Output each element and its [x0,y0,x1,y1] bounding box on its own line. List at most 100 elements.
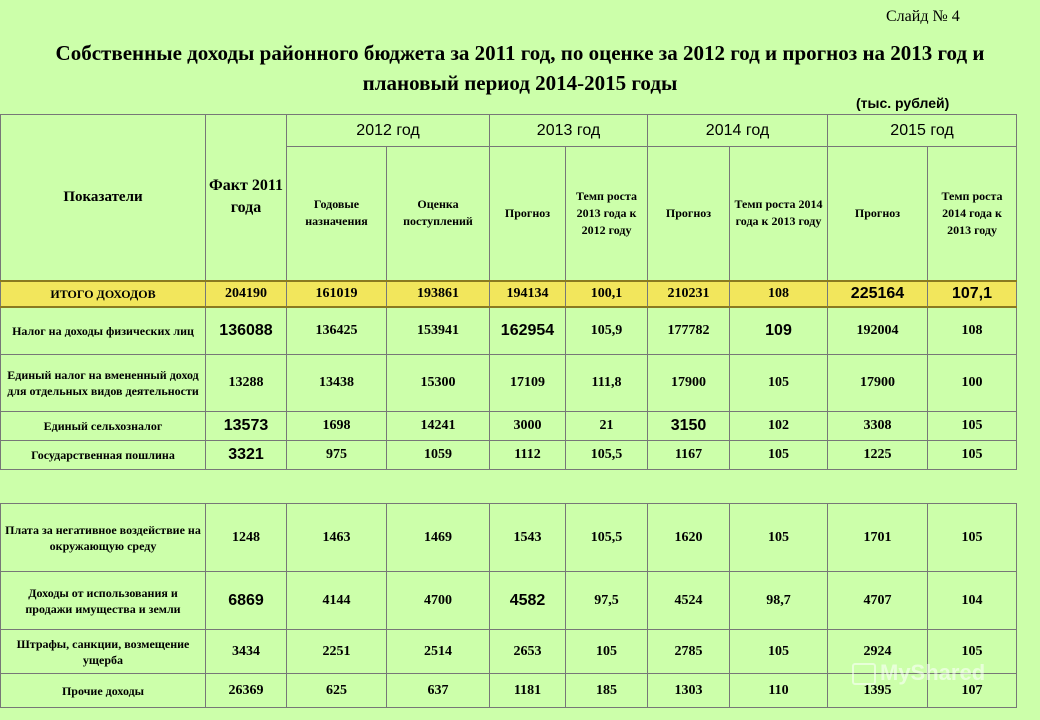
table-row: Штрафы, санкции, возмещение ущерба 3434 … [0,629,1017,674]
cell-rate-2015: 107,1 [927,279,1017,308]
cell-rate-2013: 97,5 [565,571,648,630]
cell-forecast-2014: 2785 [647,629,730,674]
header-rate-2014: Темп роста 2014 года к 2013 году [729,146,828,281]
cell-rate-2015: 107 [927,673,1017,708]
cell-forecast-2015: 1225 [827,440,928,470]
table-row: Плата за негативное воздействие на окруж… [0,503,1017,572]
cell-rate-2014: 110 [729,673,828,708]
cell-forecast-2014: 1167 [647,440,730,470]
cell-forecast-2013: 17109 [489,354,566,412]
cell-forecast-2015: 4707 [827,571,928,630]
cell-forecast-2015: 192004 [827,306,928,355]
table-row: Налог на доходы физических лиц 136088 13… [0,306,1017,355]
cell-fact: 6869 [205,571,287,630]
cell-forecast-2015: 3308 [827,411,928,441]
cell-forecast-2014: 1303 [647,673,730,708]
cell-forecast-2014: 177782 [647,306,730,355]
row-name: Доходы от использования и продажи имущес… [0,571,206,630]
cell-fact: 3321 [205,440,287,470]
table-row: Единый сельхозналог 13573 1698 14241 300… [0,411,1017,441]
slide-number: Слайд № 4 [886,8,960,25]
cell-annual: 1698 [286,411,387,441]
cell-fact: 13288 [205,354,287,412]
revenue-table-bottom: Плата за негативное воздействие на окруж… [0,503,1017,708]
cell-estimate: 14241 [386,411,490,441]
header-indicators: Показатели [0,114,206,281]
cell-forecast-2014: 1620 [647,503,730,572]
header-fact: Факт 2011 года [205,114,287,281]
cell-estimate: 4700 [386,571,490,630]
cell-estimate: 153941 [386,306,490,355]
cell-rate-2013: 21 [565,411,648,441]
cell-rate-2014: 105 [729,629,828,674]
cell-estimate: 193861 [386,279,490,308]
cell-rate-2014: 105 [729,503,828,572]
cell-estimate: 2514 [386,629,490,674]
cell-fact: 136088 [205,306,287,355]
table-row: ИТОГО ДОХОДОВ 204190 161019 193861 19413… [0,279,1017,308]
cell-forecast-2013: 162954 [489,306,566,355]
table-row: Государственная пошлина 3321 975 1059 11… [0,440,1017,470]
row-name: Прочие доходы [0,673,206,708]
cell-rate-2015: 100 [927,354,1017,412]
header-forecast-2013: Прогноз [489,146,566,281]
row-name: Единый налог на вмененный доход для отде… [0,354,206,412]
cell-rate-2014: 105 [729,440,828,470]
cell-forecast-2015: 225164 [827,279,928,308]
header-year-2013: 2013 год [489,114,648,147]
cell-rate-2015: 104 [927,571,1017,630]
cell-forecast-2013: 2653 [489,629,566,674]
header-estimate: Оценка поступлений [386,146,490,281]
cell-forecast-2013: 3000 [489,411,566,441]
row-name: Государственная пошлина [0,440,206,470]
cell-rate-2013: 105,5 [565,503,648,572]
cell-rate-2013: 111,8 [565,354,648,412]
cell-forecast-2013: 1112 [489,440,566,470]
row-name: Штрафы, санкции, возмещение ущерба [0,629,206,674]
cell-forecast-2013: 1181 [489,673,566,708]
cell-rate-2014: 105 [729,354,828,412]
cell-rate-2013: 185 [565,673,648,708]
cell-forecast-2014: 17900 [647,354,730,412]
table-row: Единый налог на вмененный доход для отде… [0,354,1017,412]
cell-estimate: 637 [386,673,490,708]
cell-forecast-2014: 3150 [647,411,730,441]
cell-forecast-2013: 194134 [489,279,566,308]
cell-fact: 13573 [205,411,287,441]
cell-rate-2015: 105 [927,629,1017,674]
cell-forecast-2015: 1701 [827,503,928,572]
cell-annual: 4144 [286,571,387,630]
cell-forecast-2015: 17900 [827,354,928,412]
row-name: Плата за негативное воздействие на окруж… [0,503,206,572]
cell-annual: 1463 [286,503,387,572]
cell-annual: 136425 [286,306,387,355]
cell-annual: 161019 [286,279,387,308]
cell-annual: 625 [286,673,387,708]
cell-forecast-2014: 210231 [647,279,730,308]
cell-rate-2013: 105,5 [565,440,648,470]
cell-forecast-2013: 4582 [489,571,566,630]
page-title: Собственные доходы районного бюджета за … [55,41,985,95]
cell-forecast-2015: 1395 [827,673,928,708]
table-row: Прочие доходы 26369 625 637 1181 185 130… [0,673,1017,708]
cell-rate-2014: 102 [729,411,828,441]
cell-estimate: 1059 [386,440,490,470]
cell-fact: 204190 [205,279,287,308]
cell-rate-2014: 98,7 [729,571,828,630]
cell-fact: 1248 [205,503,287,572]
cell-rate-2013: 105 [565,629,648,674]
header-forecast-2015: Прогноз [827,146,928,281]
row-name: ИТОГО ДОХОДОВ [0,279,206,308]
header-year-2012: 2012 год [286,114,490,147]
cell-rate-2015: 105 [927,503,1017,572]
header-forecast-2014: Прогноз [647,146,730,281]
header-year-2015: 2015 год [827,114,1017,147]
cell-rate-2014: 109 [729,306,828,355]
cell-forecast-2015: 2924 [827,629,928,674]
cell-annual: 975 [286,440,387,470]
cell-estimate: 1469 [386,503,490,572]
cell-annual: 13438 [286,354,387,412]
table-row: Доходы от использования и продажи имущес… [0,571,1017,630]
cell-rate-2015: 105 [927,411,1017,441]
cell-annual: 2251 [286,629,387,674]
